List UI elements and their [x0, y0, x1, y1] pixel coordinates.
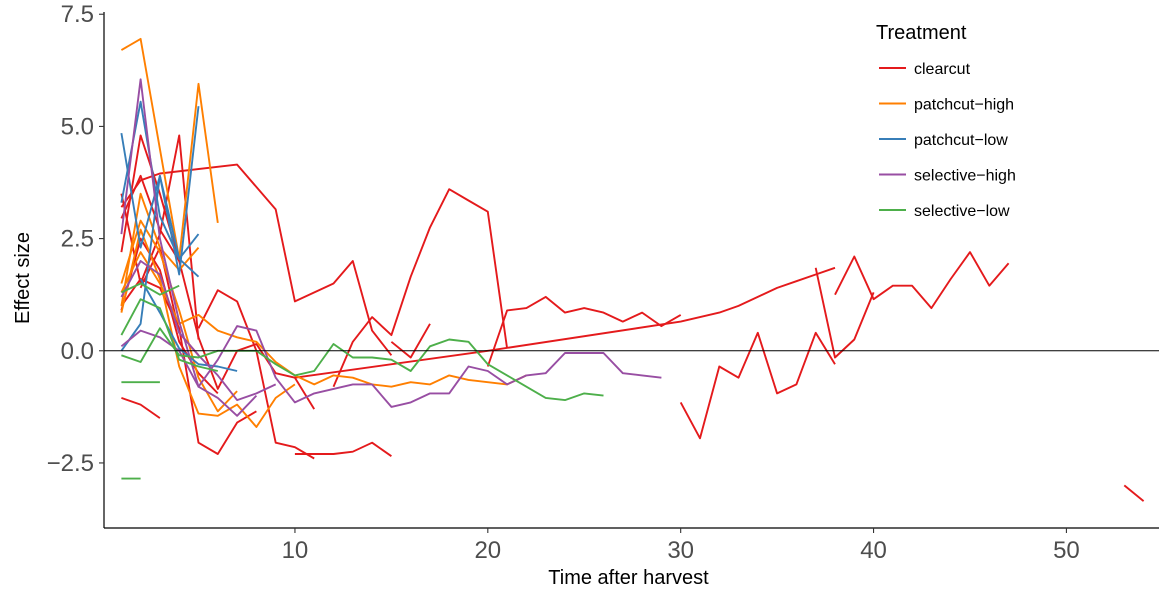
series-line-23	[120, 219, 238, 413]
y-tick-label: −2.5	[47, 450, 94, 477]
series-line-19	[120, 37, 219, 260]
series-line-18	[390, 323, 431, 359]
y-tick-label: 5.0	[61, 113, 94, 140]
x-axis-ticks: 10 20 30 40 50	[282, 528, 1080, 564]
y-axis-title: Effect size	[12, 232, 34, 324]
x-axis-title: Time after harvest	[548, 567, 709, 586]
legend-label: patchcut−high	[914, 97, 1014, 114]
series-line-1	[120, 163, 393, 356]
series-line-5	[121, 397, 161, 419]
x-tick-label: 20	[474, 537, 501, 564]
x-tick-label: 10	[282, 537, 309, 564]
legend-label: clearcut	[914, 61, 971, 78]
series-line-4	[486, 295, 682, 367]
x-tick-label: 30	[667, 537, 694, 564]
x-tick-label: 40	[860, 537, 887, 564]
series-line-22	[120, 251, 527, 388]
y-tick-label: 2.5	[61, 226, 94, 253]
legend-title: Treatment	[876, 22, 967, 44]
y-tick-label: 7.5	[61, 1, 94, 28]
series-line-9	[679, 331, 836, 440]
series-line-13	[1123, 484, 1145, 502]
series-line-2	[332, 188, 509, 388]
series-layer	[120, 37, 1145, 502]
series-line-6	[120, 278, 257, 455]
series-line-3	[294, 441, 392, 457]
legend-label: selective−high	[914, 168, 1016, 185]
x-tick-label: 50	[1053, 537, 1080, 564]
series-line-21	[120, 228, 296, 428]
legend-label: selective−low	[914, 203, 1010, 220]
y-tick-label: 0.0	[61, 338, 94, 365]
series-line-35	[121, 282, 180, 296]
y-axis-ticks: −2.5 0.0 2.5 5.0 7.5	[47, 1, 104, 477]
series-line-34	[120, 298, 219, 372]
legend-label: patchcut−low	[914, 132, 1008, 149]
series-line-11	[814, 267, 875, 359]
legend-items: clearcut patchcut−high patchcut−low selecti…	[879, 61, 1016, 220]
legend: Treatment clearcut patchcut−high patchcut−…	[876, 22, 1016, 220]
series-line-20	[120, 192, 200, 307]
series-line-10	[834, 251, 1010, 310]
series-line-12	[294, 266, 836, 379]
series-line-33	[121, 327, 604, 402]
series-line-15	[120, 174, 181, 262]
series-line-26	[120, 174, 200, 352]
series-line-28	[120, 78, 258, 417]
series-line-30	[120, 260, 277, 402]
